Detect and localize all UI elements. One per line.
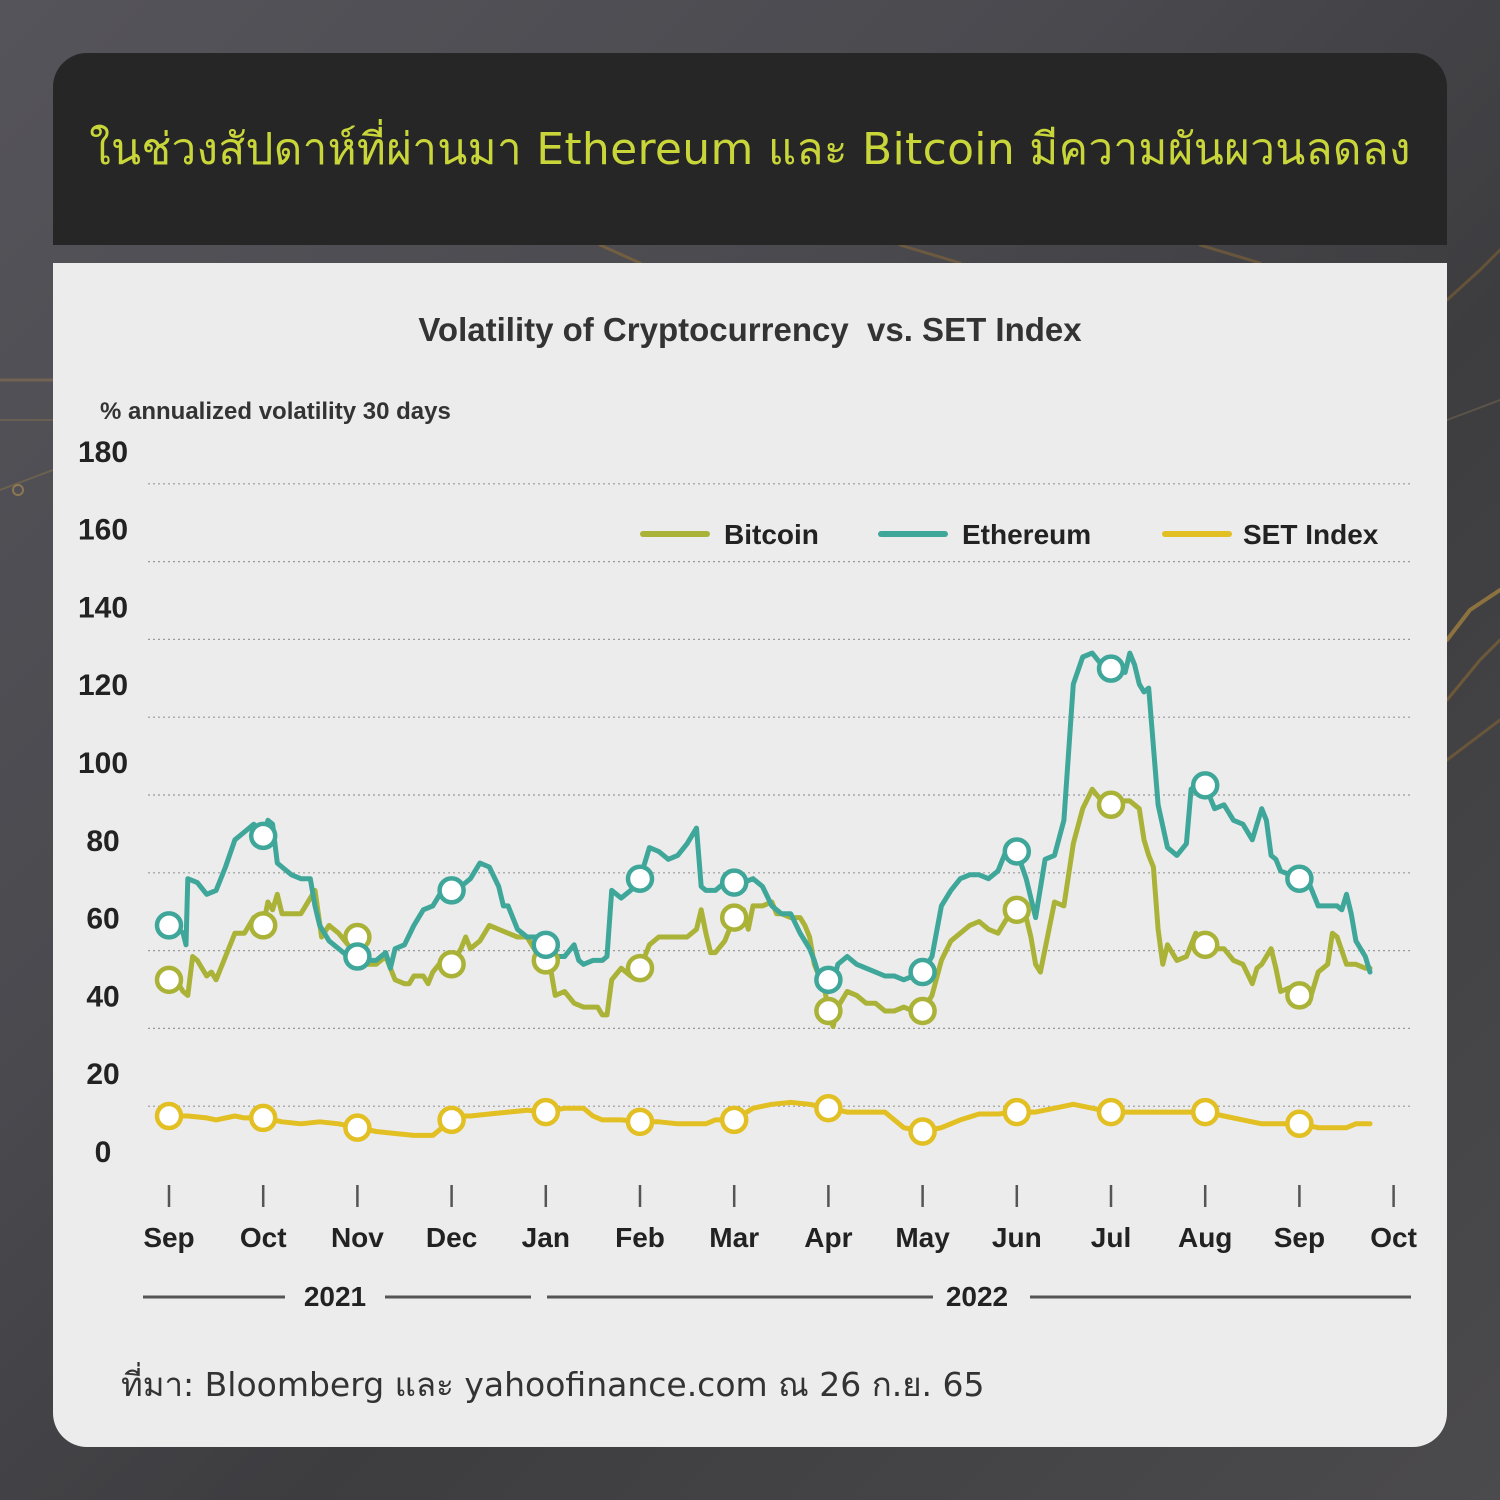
x-tick-label: Oct <box>1370 1222 1417 1253</box>
chart-title: Volatility of Cryptocurrency vs. SET Ind… <box>418 311 1082 348</box>
bitcoin-point <box>1096 790 1126 820</box>
y-tick-label: 120 <box>78 669 128 702</box>
headline-title: ในช่วงสัปดาห์ที่ผ่านมา Ethereum และ Bitc… <box>89 124 1411 175</box>
y-tick-labels: 180 160 140 120 100 80 60 40 20 0 <box>78 436 128 1169</box>
x-tick-label: Mar <box>709 1222 759 1253</box>
x-axis: Sep Oct Nov Dec Jan Feb Mar Apr May Jun Jul Aug Sep O… <box>143 1185 1417 1253</box>
year-labels: 2021 2022 <box>143 1281 1411 1312</box>
y-tick-label: 20 <box>86 1058 119 1091</box>
ethereum-point <box>1096 654 1126 683</box>
ethereum-point <box>154 911 184 940</box>
x-tick-label: May <box>895 1222 950 1253</box>
bitcoin-point <box>1285 981 1314 1010</box>
y-tick-label: 100 <box>78 747 128 780</box>
x-tick-label: Sep <box>143 1222 194 1253</box>
x-tick-label: Jul <box>1091 1222 1131 1253</box>
set-index-point <box>1285 1109 1314 1139</box>
bitcoin-point <box>814 996 843 1026</box>
ethereum-point <box>719 868 749 897</box>
year-label-2021: 2021 <box>304 1281 366 1312</box>
set-index-point <box>1002 1097 1032 1127</box>
x-tick-label: Dec <box>426 1222 477 1253</box>
set-index-point <box>625 1107 655 1137</box>
x-tick-label: Jun <box>992 1222 1042 1253</box>
ethereum-point <box>248 821 278 851</box>
legend: Bitcoin Ethereum SET Index <box>640 519 1379 550</box>
ethereum-point <box>908 957 937 987</box>
series-lines <box>166 650 1373 1138</box>
legend-label-bitcoin: Bitcoin <box>724 519 819 550</box>
y-tick-label: 140 <box>78 591 128 624</box>
x-tick-label: Apr <box>804 1222 852 1253</box>
set-index-point <box>343 1113 372 1142</box>
y-tick-label: 180 <box>78 436 128 469</box>
set-index-point <box>1190 1097 1220 1127</box>
set-index-point <box>531 1097 561 1127</box>
ethereum-point <box>437 876 466 905</box>
bitcoin-point <box>437 950 466 979</box>
x-tick-label: Aug <box>1178 1222 1232 1253</box>
bitcoin-point <box>248 911 278 940</box>
ethereum-point <box>1285 864 1314 893</box>
x-tick-label: Oct <box>240 1222 287 1253</box>
ethereum-point <box>531 930 561 960</box>
bitcoin-point <box>1190 930 1220 960</box>
year-label-2022: 2022 <box>946 1281 1008 1312</box>
ethereum-point <box>1190 771 1220 800</box>
source-note: ที่มา: Bloomberg และ yahoofinance.com ณ … <box>121 1365 985 1404</box>
bitcoin-point <box>154 965 184 995</box>
ethereum-point <box>814 965 843 995</box>
y-tick-label: 60 <box>86 903 119 936</box>
series-markers <box>154 654 1314 1146</box>
volatility-chart: Volatility of Cryptocurrency vs. SET Ind… <box>78 311 1417 1312</box>
ethereum-point <box>625 864 655 893</box>
set-index-point <box>719 1105 749 1135</box>
gridlines <box>148 483 1411 1107</box>
bitcoin-point <box>625 953 655 983</box>
headline-banner: ในช่วงสัปดาห์ที่ผ่านมา Ethereum และ Bitc… <box>53 53 1447 245</box>
bitcoin-point <box>719 903 749 932</box>
chart-card: Volatility of Cryptocurrency vs. SET Ind… <box>53 263 1447 1447</box>
x-tick-label: Nov <box>331 1222 384 1253</box>
y-tick-label: 160 <box>78 514 128 547</box>
x-tick-label: Feb <box>615 1222 665 1253</box>
bitcoin-point <box>1002 895 1032 925</box>
y-tick-label: 80 <box>86 825 119 858</box>
set-index-point <box>1096 1097 1126 1127</box>
set-index-point <box>154 1101 184 1131</box>
legend-label-ethereum: Ethereum <box>962 519 1091 550</box>
set-index-point <box>248 1103 278 1133</box>
bitcoin-point <box>908 996 937 1026</box>
set-index-point <box>437 1105 466 1135</box>
y-tick-label: 40 <box>86 980 119 1013</box>
ethereum-point <box>343 942 372 971</box>
x-tick-label: Sep <box>1274 1222 1325 1253</box>
y-tick-label: 0 <box>95 1136 112 1169</box>
set-index-point <box>908 1117 937 1146</box>
legend-label-set-index: SET Index <box>1243 519 1379 550</box>
ethereum-point <box>1002 837 1032 866</box>
set-index-point <box>814 1093 843 1123</box>
x-tick-label: Jan <box>522 1222 570 1253</box>
y-axis-label: % annualized volatility 30 days <box>100 398 451 425</box>
